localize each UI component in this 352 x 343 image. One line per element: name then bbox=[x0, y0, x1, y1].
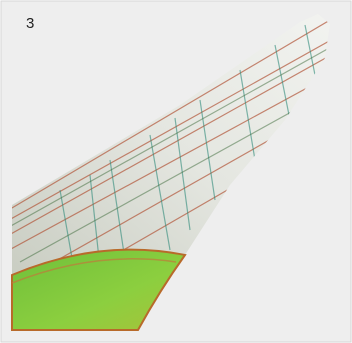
cross-section bbox=[11, 248, 187, 331]
panel-label: 3 bbox=[26, 15, 34, 32]
cross-section-edge bbox=[11, 258, 177, 284]
